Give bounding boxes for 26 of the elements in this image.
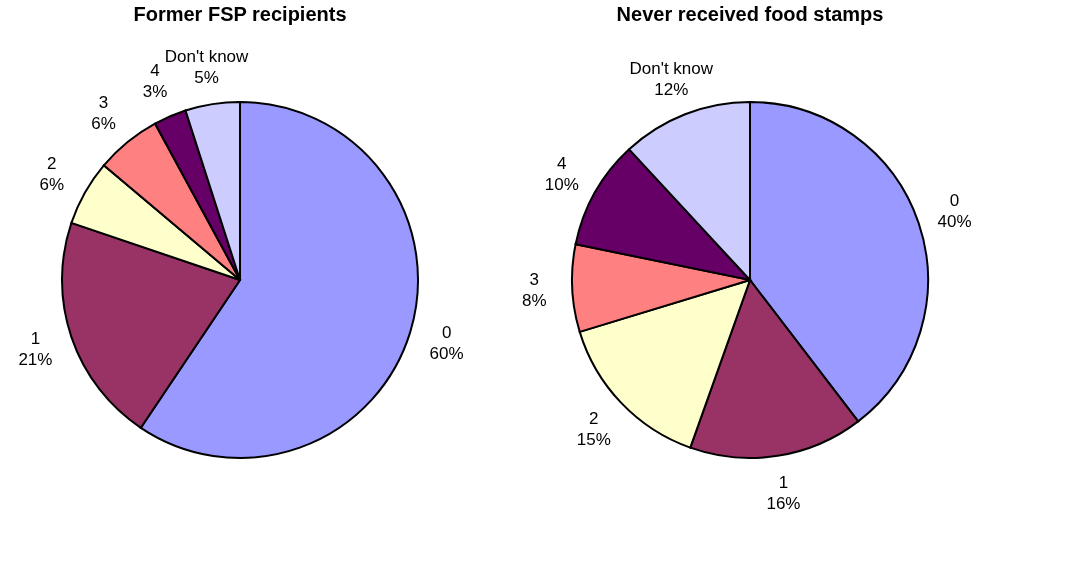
slice-label: 0 (949, 190, 960, 210)
slice-label: 0 (441, 322, 452, 342)
data-label: 16% (766, 494, 801, 514)
slice-label: 2 (589, 409, 599, 429)
slice-label: Don't know (629, 58, 714, 78)
data-label: 15% (576, 430, 611, 450)
data-label: 6% (91, 113, 116, 133)
chart-title: Former FSP recipients (133, 3, 347, 25)
slice-label: 3 (529, 270, 539, 290)
data-label: 60% (429, 343, 464, 363)
data-label: 21% (18, 350, 53, 370)
slice-label: 4 (150, 61, 160, 81)
data-label: 3% (142, 82, 168, 102)
slice-label: 4 (557, 153, 567, 173)
data-label: 12% (654, 79, 689, 99)
data-label: 8% (521, 291, 547, 311)
slice-label: 1 (30, 329, 41, 349)
data-label: 40% (937, 211, 972, 231)
slice-label: 3 (98, 92, 109, 112)
slice-label: 2 (47, 153, 57, 173)
chart-title: Never received food stamps (616, 3, 884, 25)
slice-label: 1 (778, 473, 789, 493)
data-label: 10% (544, 174, 579, 194)
data-label: 6% (39, 174, 65, 194)
data-label: 5% (194, 67, 219, 87)
slice-label: Don't know (164, 46, 250, 66)
